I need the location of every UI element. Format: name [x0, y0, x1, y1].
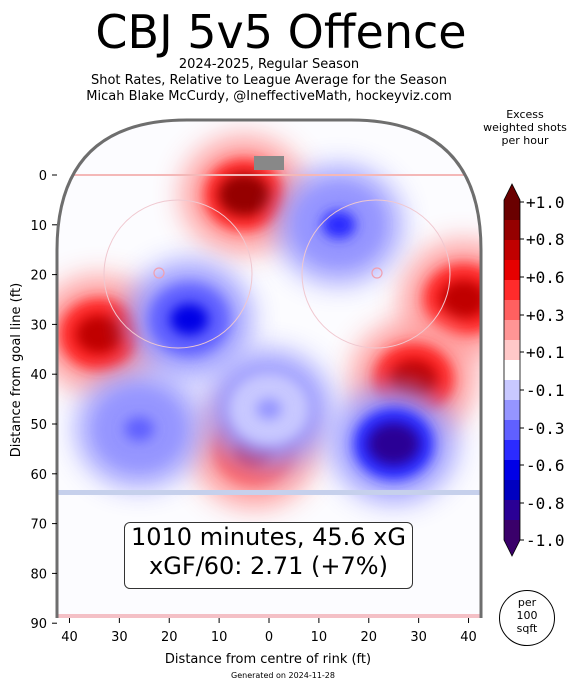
x-tick-label: 40: [460, 630, 477, 645]
y-tick-label: 10: [30, 219, 47, 234]
x-tick-label: 30: [410, 630, 427, 645]
colorbar-segment: [504, 400, 520, 421]
summary-minutes-xg: 1010 minutes, 45.6 xG: [131, 523, 406, 551]
heatmap-hotspot: [331, 385, 456, 502]
colorbar-title-line3: per hour: [501, 134, 549, 147]
y-tick-label: 0: [39, 169, 47, 184]
colorbar-segment: [504, 200, 520, 221]
x-tick-label: 10: [211, 630, 228, 645]
colorbar-segment: [504, 380, 520, 401]
colorbar-segment: [504, 420, 520, 441]
goal-net: [254, 156, 284, 170]
generated-date: Generated on 2024-11-28: [231, 671, 335, 680]
colorbar-tick-label: -1.0: [526, 531, 565, 550]
y-axis-label: Distance from goal line (ft): [9, 283, 24, 457]
colorbar-tick-label: +0.3: [526, 306, 565, 325]
colorbar-tick-label: -0.6: [526, 456, 565, 475]
colorbar-segment: [504, 340, 520, 361]
colorbar-tick-label: +0.6: [526, 268, 565, 287]
rink-boards: [55, 118, 483, 618]
x-tick-label: 40: [61, 630, 78, 645]
colorbar-tick-label: +0.8: [526, 230, 565, 249]
chart-subtitle-season: 2024-2025, Regular Season: [178, 57, 360, 72]
heatmap-hotspot: [207, 351, 331, 468]
y-tick-label: 30: [30, 318, 47, 333]
per-badge-line2: 100: [516, 609, 538, 622]
x-tick-label: 30: [111, 630, 128, 645]
colorbar-segment: [504, 440, 520, 461]
colorbar-segment: [504, 260, 520, 281]
colorbar-tick-label: +1.0: [526, 193, 565, 212]
chart-subtitle-author: Micah Blake McCurdy, @IneffectiveMath, h…: [86, 89, 452, 104]
x-axis: 40 30 20 10 0 10 20 30 40: [61, 618, 477, 645]
summary-box: 1010 minutes, 45.6 xG xGF/60: 2.71 (+7%): [124, 522, 413, 589]
colorbar-segment: [504, 240, 520, 261]
colorbar-bottom-arrow: [504, 540, 520, 556]
colorbar-segment: [504, 500, 520, 521]
colorbar-segment: [504, 480, 520, 501]
y-axis: 0 10 20 30 40 50 60 70 80 90: [30, 169, 57, 632]
y-tick-label: 50: [30, 418, 47, 433]
colorbar-tick-label: -0.1: [526, 381, 565, 400]
colorbar-title: Excess weighted shots per hour: [470, 108, 580, 147]
colorbar-top-arrow: [504, 184, 520, 200]
colorbar-segment: [504, 520, 520, 541]
per-badge-line1: per: [517, 596, 537, 609]
y-tick-label: 40: [30, 368, 47, 383]
colorbar: +1.0 +0.8 +0.6 +0.3 +0.1 -0.1 -0.3 -0.6 -0.8 -1.0: [503, 183, 565, 557]
y-tick-label: 60: [30, 468, 47, 483]
colorbar-segment: [504, 320, 520, 341]
heatmap-hotspot: [127, 261, 252, 378]
x-tick-label: 10: [311, 630, 328, 645]
summary-xgf60: xGF/60: 2.71 (+7%): [149, 552, 388, 580]
colorbar-segment: [504, 460, 520, 481]
colorbar-segment: [504, 220, 520, 241]
x-axis-label: Distance from centre of rink (ft): [165, 652, 371, 667]
chart-subtitle-description: Shot Rates, Relative to League Average f…: [90, 73, 448, 88]
colorbar-tick-label: -0.3: [526, 419, 565, 438]
x-tick-label: 0: [265, 630, 273, 645]
x-tick-label: 20: [360, 630, 377, 645]
colorbar-segment: [504, 360, 520, 381]
y-tick-label: 20: [30, 269, 47, 284]
colorbar-title-line2: weighted shots: [483, 121, 567, 134]
per-area-badge: per 100 sqft: [499, 590, 555, 646]
colorbar-segment: [504, 280, 520, 301]
colorbar-tick-label: +0.1: [526, 343, 565, 362]
x-tick-label: 20: [161, 630, 178, 645]
heatmap-hotspot: [276, 166, 401, 283]
colorbar-tick-label: -0.8: [526, 494, 565, 513]
chart-title: CBJ 5v5 Offence: [95, 5, 467, 59]
per-badge-line3: sqft: [516, 622, 538, 635]
y-tick-label: 80: [30, 567, 47, 582]
colorbar-title-line1: Excess: [506, 108, 544, 121]
y-tick-label: 70: [30, 518, 47, 533]
colorbar-segment: [504, 300, 520, 321]
heatmap-hotspot: [77, 370, 202, 487]
y-tick-label: 90: [30, 617, 47, 632]
